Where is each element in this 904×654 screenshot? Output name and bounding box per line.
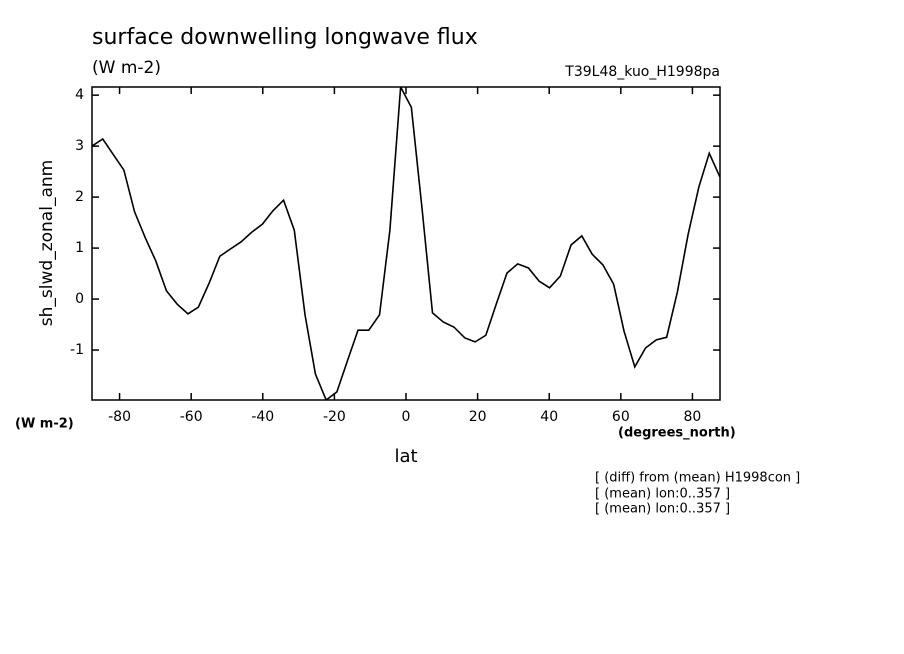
x-tick-label: 0 bbox=[402, 409, 411, 425]
plot-frame bbox=[91, 86, 721, 401]
data-line bbox=[92, 87, 720, 400]
note: [ (mean) lon:0..357 ] bbox=[595, 502, 730, 517]
chart-title: surface downwelling longwave flux bbox=[92, 25, 478, 50]
x-tick-label: -60 bbox=[180, 409, 203, 425]
x-tick-label: -40 bbox=[251, 409, 274, 425]
y-tick-label: 2 bbox=[75, 189, 84, 205]
x-units: (degrees_north) bbox=[618, 426, 736, 441]
y-tick-label: 1 bbox=[75, 240, 84, 256]
note: [ (diff) from (mean) H1998con ] bbox=[595, 471, 800, 486]
experiment-label: T39L48_kuo_H1998pa bbox=[564, 64, 720, 80]
y-axis-label: sh_slwd_zonal_anm bbox=[37, 160, 57, 326]
chart-subtitle: (W m-2) bbox=[92, 58, 161, 78]
x-tick-label: -20 bbox=[323, 409, 346, 425]
x-tick-label: 80 bbox=[684, 409, 702, 425]
y-units: (W m-2) bbox=[15, 417, 74, 432]
x-tick-label: 20 bbox=[469, 409, 487, 425]
y-tick-label: 3 bbox=[75, 138, 84, 154]
y-tick-label: 0 bbox=[75, 291, 84, 307]
y-tick-label: 4 bbox=[75, 87, 84, 103]
x-tick-label: 40 bbox=[540, 409, 558, 425]
note: [ (mean) lon:0..357 ] bbox=[595, 487, 730, 502]
x-tick-label: 60 bbox=[612, 409, 630, 425]
y-tick-label: -1 bbox=[70, 342, 84, 358]
x-axis-label: lat bbox=[394, 446, 417, 467]
x-tick-label: -80 bbox=[108, 409, 131, 425]
